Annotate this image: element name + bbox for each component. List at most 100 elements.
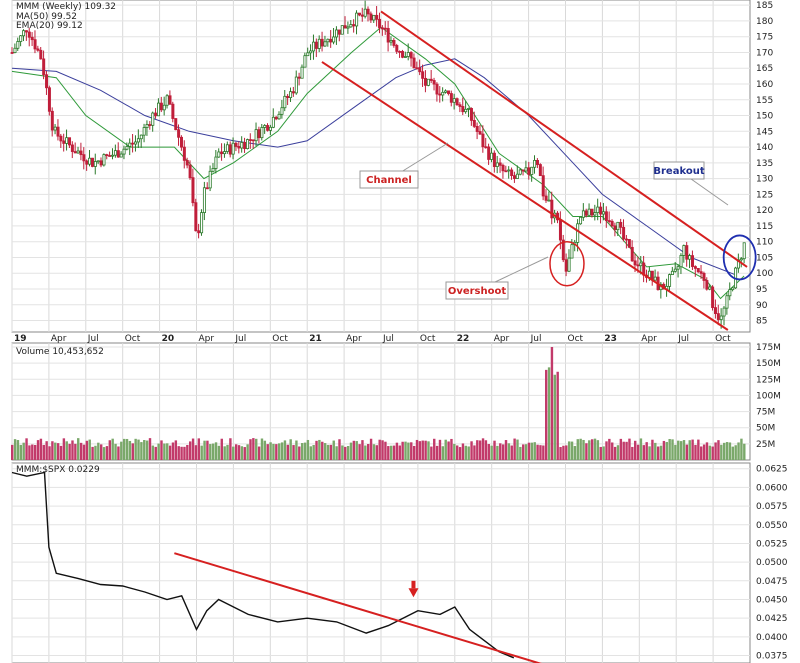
candle-body xyxy=(197,230,201,234)
price-tick-label: 90 xyxy=(756,301,768,311)
candle-body xyxy=(567,257,571,272)
ratio-tick-label: 0.0525 xyxy=(756,539,788,549)
candle-body xyxy=(533,160,537,168)
candle-body xyxy=(581,210,585,218)
volume-bar xyxy=(387,446,390,460)
candle-body xyxy=(705,280,709,290)
ratio-tick-label: 0.0550 xyxy=(756,521,788,531)
volume-bar xyxy=(616,445,620,460)
candle-body xyxy=(33,39,37,50)
volume-bar xyxy=(381,440,384,460)
candle-body xyxy=(27,31,31,38)
volume-bar xyxy=(496,445,499,460)
volume-bar xyxy=(140,442,143,460)
volume-bar xyxy=(530,442,534,460)
volume-bar xyxy=(401,441,404,460)
volume-bar xyxy=(728,442,732,460)
candle-body xyxy=(613,225,617,231)
volume-bar xyxy=(223,446,226,460)
volume-bar xyxy=(145,440,149,460)
candle-body xyxy=(142,127,146,136)
candle-body xyxy=(653,276,657,281)
candle-body xyxy=(708,286,712,290)
volume-bar xyxy=(731,446,735,460)
candle-body xyxy=(725,295,729,309)
volume-bar xyxy=(679,441,683,460)
candle-body xyxy=(205,187,209,190)
volume-tick-label: 75M xyxy=(756,408,775,418)
candle-body xyxy=(79,150,83,156)
price-tick-label: 135 xyxy=(756,159,773,169)
price-tick-label: 175 xyxy=(756,33,773,43)
volume-bar xyxy=(694,444,697,460)
volume-bar xyxy=(516,439,519,460)
candle-body xyxy=(291,91,295,94)
candle-body xyxy=(722,307,726,317)
volume-tick-label: 125M xyxy=(756,375,781,385)
ratio-trendline xyxy=(174,552,542,663)
volume-title: Volume 10,453,652 xyxy=(16,347,104,357)
candle-body xyxy=(323,41,327,47)
volume-bar xyxy=(91,446,94,460)
volume-bar xyxy=(421,440,424,460)
volume-bar xyxy=(682,440,686,460)
candle-body xyxy=(372,14,376,21)
candle-body xyxy=(386,28,390,43)
candle-body xyxy=(159,102,163,111)
volume-bar xyxy=(444,439,447,460)
candle-body xyxy=(200,212,204,234)
volume-bar xyxy=(691,439,694,460)
price-title: MMM (Weekly) 109.32 xyxy=(16,2,116,12)
volume-bar xyxy=(252,438,255,460)
x-tick-label: 19 xyxy=(14,334,27,344)
volume-bar xyxy=(148,438,152,460)
candle-body xyxy=(122,148,126,155)
volume-bar xyxy=(131,443,134,460)
candle-body xyxy=(518,169,522,175)
candle-body xyxy=(421,71,425,79)
candle-body xyxy=(56,126,60,137)
candle-body xyxy=(504,170,508,173)
ma50-line xyxy=(11,58,736,276)
candle-body xyxy=(731,287,735,291)
volume-bar xyxy=(539,445,542,460)
candle-body xyxy=(185,159,189,166)
volume-bar xyxy=(358,444,361,460)
volume-bar xyxy=(550,347,554,460)
volume-bar xyxy=(656,446,660,460)
candle-body xyxy=(627,239,631,248)
candle-body xyxy=(254,129,258,142)
volume-tick-label: 150M xyxy=(756,359,781,369)
volume-bar xyxy=(559,447,562,460)
candle-body xyxy=(607,220,611,222)
candle-body xyxy=(234,142,238,147)
volume-bar xyxy=(200,445,203,460)
volume-bar xyxy=(323,443,327,460)
volume-bar xyxy=(197,438,201,460)
candle-body xyxy=(174,118,178,131)
volume-bar xyxy=(341,445,344,460)
price-tick-label: 125 xyxy=(756,190,773,200)
candle-body xyxy=(314,41,318,49)
channel-upper-line xyxy=(380,10,748,268)
candle-body xyxy=(145,124,149,128)
candle-body xyxy=(616,221,620,231)
ratio-title: MMM:$SPX 0.0229 xyxy=(16,465,100,475)
candle-body xyxy=(297,76,301,79)
candle-body xyxy=(47,87,51,112)
candle-body xyxy=(102,154,106,166)
volume-bar xyxy=(395,442,399,460)
candle-body xyxy=(711,286,715,308)
candle-body xyxy=(105,154,109,157)
volume-bar xyxy=(553,374,557,460)
price-tick-label: 85 xyxy=(756,317,767,327)
candle-body xyxy=(274,116,278,120)
volume-bar xyxy=(272,443,275,460)
volume-bar xyxy=(677,440,680,460)
candle-body xyxy=(62,140,66,144)
volume-bar xyxy=(65,441,68,460)
volume-bar xyxy=(180,446,183,460)
ratio-tick-label: 0.0475 xyxy=(756,577,788,587)
candle-body xyxy=(294,76,298,94)
